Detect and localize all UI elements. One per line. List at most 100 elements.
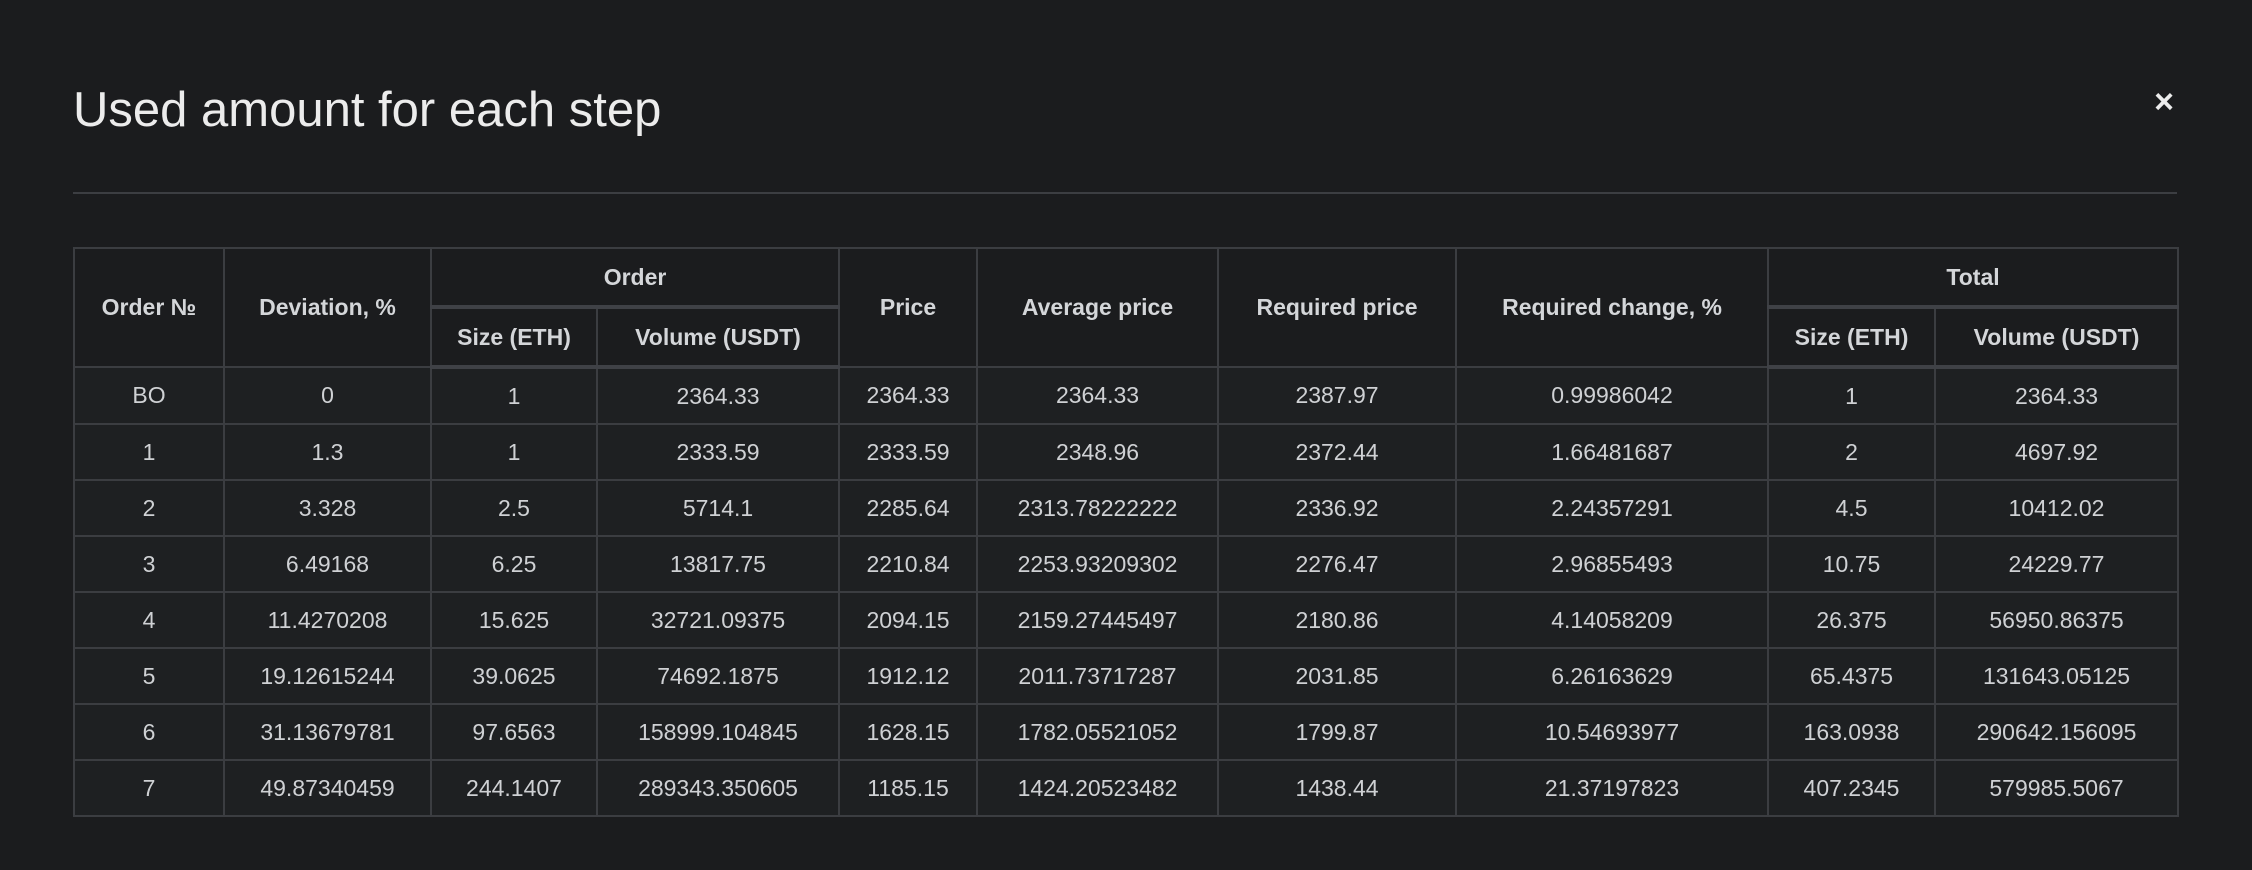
header-deviation: Deviation, % [223,247,432,368]
cell-total-size: 2 [1767,423,1937,481]
cell-order-no: 5 [73,647,225,705]
cell-order-no: 4 [73,591,225,649]
header-total-volume: Volume (USDT) [1934,306,2180,369]
cell-average-price: 1782.05521052 [976,703,1220,761]
cell-order-volume: 5714.1 [595,479,841,537]
cell-average-price: 2348.96 [976,423,1220,481]
table-row: 1 1.3 1 2333.59 2333.59 2348.96 2372.44 … [73,423,2180,481]
cell-average-price: 1424.20523482 [976,759,1220,817]
cell-required-price: 2372.44 [1217,423,1458,481]
header-order-group: Order [429,247,841,309]
cell-price: 1628.15 [838,703,979,761]
cell-total-volume: 2364.33 [1934,366,2180,425]
cell-price: 2285.64 [838,479,979,537]
cell-deviation: 31.13679781 [223,703,432,761]
cell-price: 1912.12 [838,647,979,705]
cell-deviation: 3.328 [223,479,432,537]
header-required-price: Required price [1217,247,1458,368]
close-icon[interactable]: × [2154,83,2174,121]
cell-total-volume: 56950.86375 [1934,591,2180,649]
cell-total-size: 10.75 [1767,535,1937,593]
header-total-group: Total [1767,247,2180,309]
header-price: Price [838,247,979,368]
cell-required-price: 2276.47 [1217,535,1458,593]
cell-total-volume: 4697.92 [1934,423,2180,481]
cell-order-no: 7 [73,759,225,817]
cell-required-change: 0.99986042 [1455,366,1770,425]
cell-order-no: 1 [73,423,225,481]
cell-required-change: 21.37197823 [1455,759,1770,817]
cell-total-size: 65.4375 [1767,647,1937,705]
cell-total-volume: 579985.5067 [1934,759,2180,817]
header-order-size: Size (ETH) [430,306,598,369]
cell-order-volume: 158999.104845 [595,703,841,761]
cell-order-size: 97.6563 [430,703,598,761]
table-row: 6 31.13679781 97.6563 158999.104845 1628… [73,703,2180,761]
cell-order-size: 2.5 [430,479,598,537]
cell-order-volume: 13817.75 [595,535,841,593]
cell-total-size: 1 [1767,366,1937,425]
cell-order-volume: 2333.59 [595,423,841,481]
cell-average-price: 2011.73717287 [976,647,1220,705]
cell-order-no: BO [73,366,225,425]
cell-order-volume: 2364.33 [595,366,841,425]
cell-price: 2333.59 [838,423,979,481]
cell-order-no: 3 [73,535,225,593]
cell-required-price: 2031.85 [1217,647,1458,705]
header-average-price: Average price [976,247,1220,368]
table-row: 7 49.87340459 244.1407 289343.350605 118… [73,759,2180,817]
cell-total-volume: 290642.156095 [1934,703,2180,761]
cell-required-change: 10.54693977 [1455,703,1770,761]
table-row: 2 3.328 2.5 5714.1 2285.64 2313.78222222… [73,479,2180,537]
header-required-change: Required change, % [1455,247,1770,368]
cell-order-no: 6 [73,703,225,761]
cell-order-size: 15.625 [430,591,598,649]
table-row: 5 19.12615244 39.0625 74692.1875 1912.12… [73,647,2180,705]
header-order-no: Order № [73,247,225,368]
cell-required-price: 2336.92 [1217,479,1458,537]
cell-average-price: 2253.93209302 [976,535,1220,593]
cell-order-size: 1 [430,423,598,481]
cell-required-change: 2.24357291 [1455,479,1770,537]
cell-total-size: 4.5 [1767,479,1937,537]
header-total-size: Size (ETH) [1767,306,1937,369]
header-divider [73,192,2177,194]
cell-price: 1185.15 [838,759,979,817]
cell-deviation: 0 [223,366,432,425]
cell-average-price: 2364.33 [976,366,1220,425]
modal-title: Used amount for each step [73,83,662,137]
cell-total-volume: 10412.02 [1934,479,2180,537]
cell-total-volume: 24229.77 [1934,535,2180,593]
cell-required-change: 4.14058209 [1455,591,1770,649]
table-row: 4 11.4270208 15.625 32721.09375 2094.15 … [73,591,2180,649]
cell-total-size: 26.375 [1767,591,1937,649]
cell-order-volume: 32721.09375 [595,591,841,649]
table-row: BO 0 1 2364.33 2364.33 2364.33 2387.97 0… [73,366,2180,425]
cell-required-change: 1.66481687 [1455,423,1770,481]
cell-required-price: 1438.44 [1217,759,1458,817]
cell-deviation: 1.3 [223,423,432,481]
cell-deviation: 49.87340459 [223,759,432,817]
table-row: 3 6.49168 6.25 13817.75 2210.84 2253.932… [73,535,2180,593]
cell-deviation: 11.4270208 [223,591,432,649]
cell-average-price: 2159.27445497 [976,591,1220,649]
cell-price: 2210.84 [838,535,979,593]
cell-order-volume: 289343.350605 [595,759,841,817]
cell-deviation: 19.12615244 [223,647,432,705]
cell-total-volume: 131643.05125 [1934,647,2180,705]
cell-order-size: 39.0625 [430,647,598,705]
cell-required-price: 2180.86 [1217,591,1458,649]
cell-price: 2094.15 [838,591,979,649]
cell-total-size: 163.0938 [1767,703,1937,761]
steps-table: Order № Deviation, % Order Price Average… [73,247,2180,817]
cell-total-size: 407.2345 [1767,759,1937,817]
cell-order-no: 2 [73,479,225,537]
cell-required-price: 2387.97 [1217,366,1458,425]
cell-required-price: 1799.87 [1217,703,1458,761]
cell-required-change: 2.96855493 [1455,535,1770,593]
cell-order-size: 244.1407 [430,759,598,817]
cell-deviation: 6.49168 [223,535,432,593]
cell-order-volume: 74692.1875 [595,647,841,705]
cell-average-price: 2313.78222222 [976,479,1220,537]
